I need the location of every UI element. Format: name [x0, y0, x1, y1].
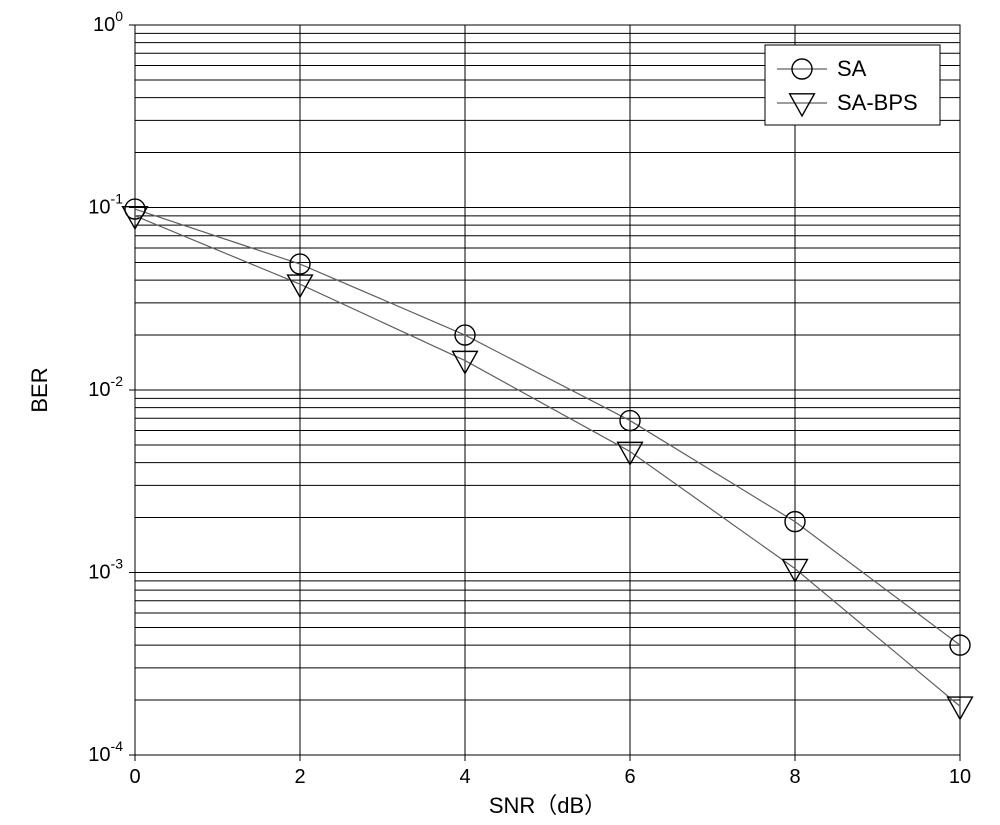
legend-label: SA	[837, 56, 867, 81]
x-tick-label: 0	[129, 766, 140, 788]
y-tick-label: 10-1	[88, 191, 123, 219]
y-tick-label: 10-3	[88, 556, 123, 584]
y-axis-label: BER	[27, 367, 52, 412]
x-tick-label: 8	[789, 766, 800, 788]
legend: SA SA-BPS	[765, 45, 940, 125]
legend-label: SA-BPS	[837, 90, 918, 115]
x-tick-label: 10	[949, 766, 971, 788]
x-tick-label: 2	[294, 766, 305, 788]
y-tick-label: 100	[93, 8, 123, 36]
ber-vs-snr-chart: 024681010010-110-210-310-4SNR（dB）BERSASA…	[0, 0, 1000, 825]
y-tick-label: 10-2	[88, 373, 123, 401]
x-tick-label: 4	[459, 766, 470, 788]
chart-svg: 024681010010-110-210-310-4SNR（dB）BERSASA…	[0, 0, 1000, 825]
x-axis-label: SNR（dB）	[489, 793, 606, 818]
y-tick-label: 10-4	[88, 738, 123, 766]
x-tick-label: 6	[624, 766, 635, 788]
